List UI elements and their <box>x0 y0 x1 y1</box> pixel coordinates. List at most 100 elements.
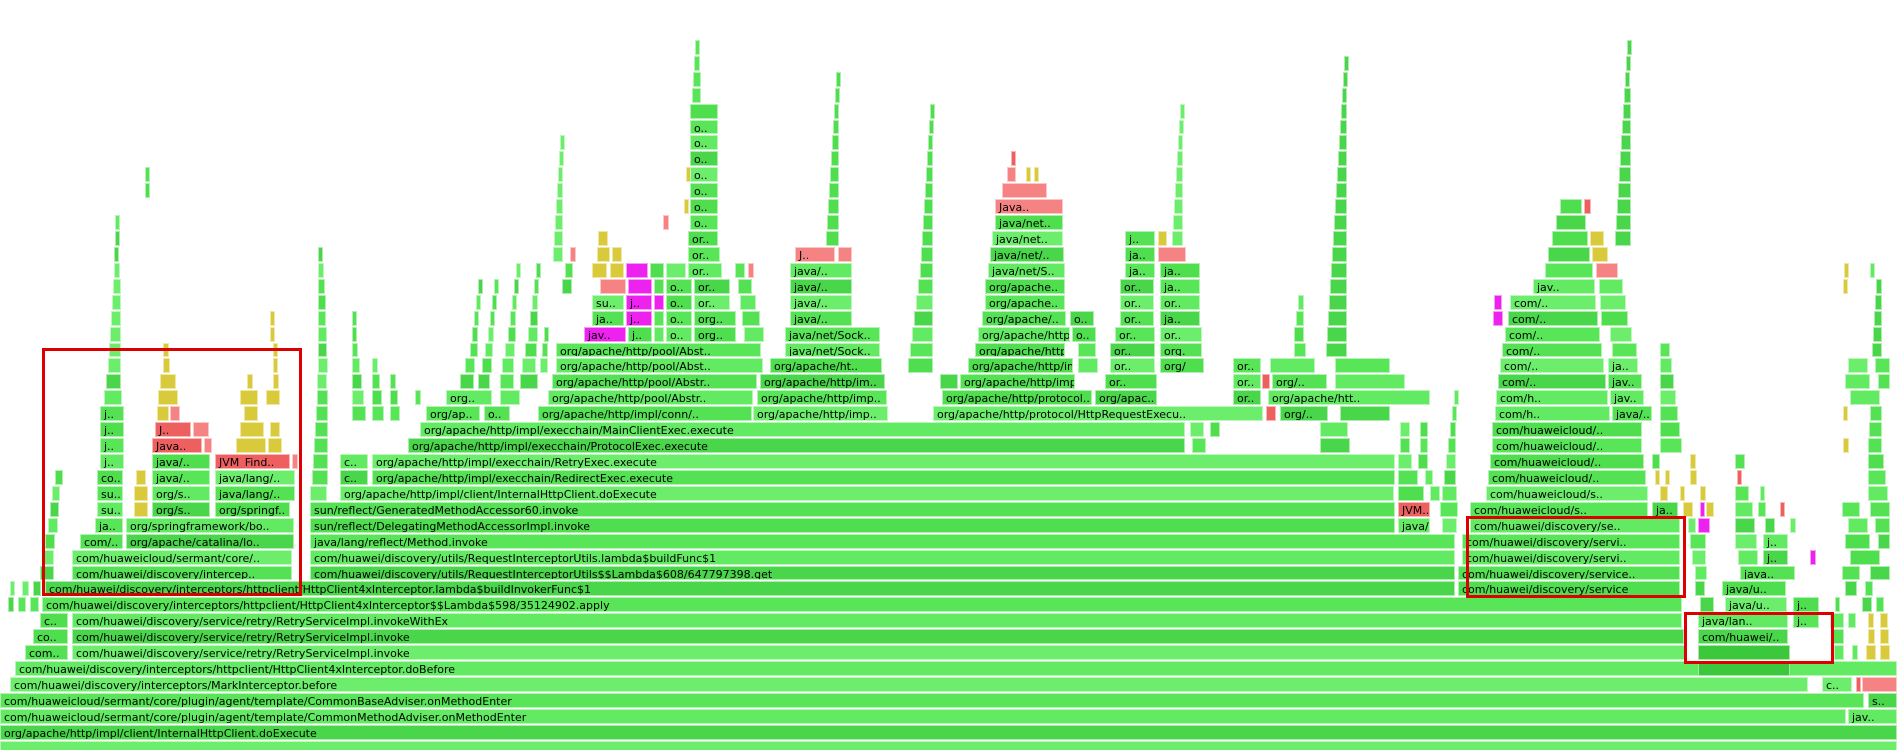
flame-frame[interactable]: org/apache/http/impl/execchain/MainClien… <box>420 422 1185 438</box>
flame-frame-sliver[interactable] <box>478 374 490 390</box>
flame-frame-sliver[interactable] <box>1336 183 1347 199</box>
flame-frame[interactable]: JVM.. <box>1398 501 1430 517</box>
flame-frame-sliver[interactable] <box>930 103 935 119</box>
flame-frame-sliver[interactable] <box>829 183 839 199</box>
flame-frame-sliver[interactable] <box>157 406 169 422</box>
flame-frame-sliver[interactable] <box>1334 215 1347 230</box>
flame-frame-sliver[interactable] <box>663 215 669 230</box>
flame-frame-sliver[interactable] <box>565 262 573 278</box>
flame-frame-sliver[interactable] <box>112 294 121 310</box>
flame-frame-sliver[interactable] <box>316 406 328 422</box>
flame-frame-sliver[interactable] <box>1695 565 1707 581</box>
flame-frame[interactable]: com/huawei/discovery/utils/RequestInterc… <box>310 549 1455 565</box>
flame-frame[interactable]: ja.. <box>1160 310 1200 326</box>
flame-frame-sliver[interactable] <box>1444 469 1456 485</box>
flame-frame[interactable]: java/net.. <box>992 231 1063 246</box>
flame-frame-sliver[interactable] <box>318 358 328 374</box>
flame-frame-sliver[interactable] <box>352 342 358 358</box>
flame-frame[interactable]: j.. <box>100 406 124 422</box>
flame-frame[interactable]: Java.. <box>152 438 202 454</box>
flame-frame[interactable]: org/s.. <box>152 501 210 517</box>
flame-frame-sliver[interactable] <box>1560 199 1582 215</box>
flame-frame-sliver[interactable] <box>520 374 538 390</box>
flame-frame-sliver[interactable] <box>318 262 324 278</box>
flame-frame-sliver[interactable] <box>472 326 478 342</box>
flame-frame[interactable]: org. <box>1160 342 1202 358</box>
flame-frame-sliver[interactable] <box>318 294 326 310</box>
flame-frame[interactable]: com/huaweicloud/sermant/core/plugin/agen… <box>0 708 1846 724</box>
flame-frame-sliver[interactable] <box>1599 278 1623 294</box>
flame-frame-sliver[interactable] <box>1735 454 1745 469</box>
flame-frame-sliver[interactable] <box>1173 215 1183 230</box>
flame-frame-sliver[interactable] <box>920 262 933 278</box>
flame-frame-sliver[interactable] <box>1735 533 1757 549</box>
flame-frame[interactable]: java/net.. <box>995 215 1063 230</box>
flame-frame-sliver[interactable] <box>485 342 493 358</box>
flame-frame[interactable]: j.. <box>1763 533 1788 549</box>
flame-frame-sliver[interactable] <box>1856 677 1861 692</box>
flame-frame-sliver[interactable] <box>193 422 209 438</box>
flame-frame-sliver[interactable] <box>1660 374 1674 390</box>
flame-frame[interactable]: or.. <box>688 262 722 278</box>
flame-frame[interactable]: or.. <box>1233 374 1261 390</box>
flame-frame-sliver[interactable] <box>1866 645 1876 661</box>
flame-frame-sliver[interactable] <box>1878 533 1890 549</box>
flame-frame[interactable]: j.. <box>1793 597 1819 613</box>
flame-frame-sliver[interactable] <box>48 517 58 533</box>
flame-frame[interactable]: ja.. <box>1125 246 1155 262</box>
flame-frame-sliver[interactable] <box>838 246 852 262</box>
flame-frame-sliver[interactable] <box>1622 119 1631 135</box>
flame-frame-sliver[interactable] <box>1442 485 1457 501</box>
flame-frame[interactable]: java/.. <box>1398 517 1430 533</box>
flame-frame-sliver[interactable] <box>1780 501 1785 517</box>
flame-frame-sliver[interactable] <box>145 183 150 199</box>
flame-frame-sliver[interactable] <box>1655 469 1660 485</box>
flame-frame-sliver[interactable] <box>1850 549 1880 565</box>
flame-frame-sliver[interactable] <box>1340 119 1347 135</box>
flame-frame[interactable]: j.. <box>626 294 652 310</box>
flame-frame-sliver[interactable] <box>1852 645 1858 661</box>
flame-frame[interactable]: org/apache/http/impl/conn/.. <box>538 406 752 422</box>
flame-frame[interactable]: ja.. <box>592 310 624 326</box>
flame-frame-sliver[interactable] <box>1695 581 1705 597</box>
flame-frame-sliver[interactable] <box>470 342 478 358</box>
flame-frame-sliver[interactable] <box>482 358 492 374</box>
flame-frame-sliver[interactable] <box>1270 358 1315 374</box>
flame-frame[interactable]: j.. <box>1125 231 1155 246</box>
flame-frame-sliver[interactable] <box>826 231 839 246</box>
flame-frame-sliver[interactable] <box>115 215 120 230</box>
flame-frame-sliver[interactable] <box>1331 262 1347 278</box>
flame-frame-sliver[interactable] <box>1765 517 1775 533</box>
flame-frame-sliver[interactable] <box>1627 39 1632 55</box>
flame-frame-sliver[interactable] <box>1872 342 1882 358</box>
flame-frame-sliver[interactable] <box>692 87 701 103</box>
flame-frame-sliver[interactable] <box>1400 422 1410 438</box>
flame-frame-sliver[interactable] <box>923 215 933 230</box>
flame-frame-sliver[interactable] <box>558 167 563 183</box>
flame-frame-sliver[interactable] <box>134 485 148 501</box>
flame-frame-sliver[interactable] <box>834 103 839 119</box>
flame-frame-sliver[interactable] <box>1850 390 1880 406</box>
flame-frame[interactable]: o.. <box>666 310 692 326</box>
flame-frame[interactable]: com/huawei/discovery/service/retry/Retry… <box>72 613 1682 629</box>
flame-frame-sliver[interactable] <box>1688 517 1696 533</box>
flame-frame-sliver[interactable] <box>109 342 121 358</box>
flame-frame-sliver[interactable] <box>106 374 121 390</box>
flame-frame[interactable]: or.. <box>688 246 720 262</box>
flame-frame-sliver[interactable] <box>1843 406 1848 422</box>
flame-frame-sliver[interactable] <box>114 246 119 262</box>
flame-frame-sliver[interactable] <box>474 310 479 326</box>
flame-frame[interactable]: org.. <box>446 390 492 406</box>
flame-frame-sliver[interactable] <box>270 310 275 326</box>
flame-frame-sliver[interactable] <box>1870 565 1890 581</box>
flame-frame[interactable]: org/apache/http/pool/Abst.. <box>556 342 761 358</box>
flame-frame-sliver[interactable] <box>292 454 298 469</box>
flame-frame-sliver[interactable] <box>1210 422 1220 438</box>
flame-frame-sliver[interactable] <box>1620 151 1631 167</box>
flame-frame-sliver[interactable] <box>560 135 565 151</box>
flame-frame-sliver[interactable] <box>315 422 328 438</box>
flame-frame-sliver[interactable] <box>1398 485 1424 501</box>
flame-frame-sliver[interactable] <box>1190 422 1204 438</box>
flame-frame-sliver[interactable] <box>916 294 933 310</box>
flame-frame-sliver[interactable] <box>1601 310 1628 326</box>
